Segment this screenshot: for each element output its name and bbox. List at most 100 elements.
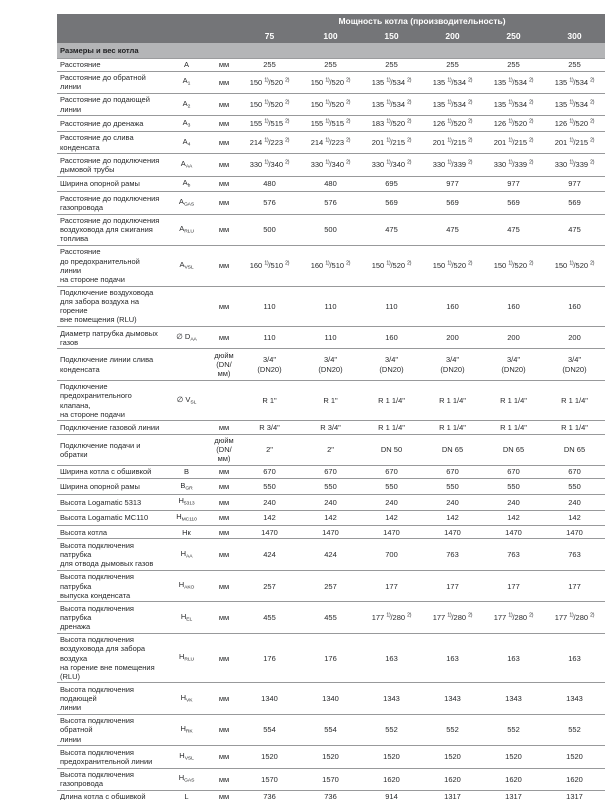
row-symbol: B	[164, 465, 209, 480]
value-cell: 214 1)/223 2)	[239, 131, 301, 155]
spec-table-wrap: Мощность котла (производительность) 75 10…	[57, 14, 606, 800]
row-unit: мм	[209, 465, 240, 480]
value-cell: 480	[239, 176, 301, 193]
row-label: Расстояние до слива конденсата	[57, 131, 164, 155]
value-cell: 126 1)/520 2)	[483, 115, 545, 132]
table-row: Подключение воздуховода для забора воздух…	[57, 286, 606, 328]
symbol-subscript: b	[187, 183, 191, 189]
value-cell: 3/4" (DN20)	[483, 348, 545, 381]
value-cell: 142	[300, 510, 362, 527]
value-cell: 177 1)/280 2)	[422, 601, 484, 634]
row-unit: мм	[209, 326, 240, 350]
symbol-subscript: 1	[187, 82, 191, 88]
value-cell: 214 1)/223 2)	[300, 131, 362, 155]
value-cell: DN 50	[361, 434, 423, 466]
row-symbol: ARLU	[164, 214, 209, 246]
value-cell: 163	[361, 633, 423, 684]
row-label: Подключение подачи и обратки	[57, 434, 164, 466]
value-cell: R 1 1/4"	[483, 420, 545, 435]
row-label: Расстояние до дренажа	[57, 115, 164, 132]
row-label: Расстояние до подключения газопровода	[57, 191, 164, 215]
value-cell: 183 1)/520 2)	[361, 115, 423, 132]
value-cell: 200	[544, 326, 606, 350]
value-cell: 163	[544, 633, 606, 684]
value-cell: 1520	[544, 745, 606, 769]
symbol-subscript: VSL	[184, 756, 194, 762]
boiler-spec-table: Мощность котла (производительность) 75 10…	[57, 14, 606, 800]
value-cell: 1570	[239, 768, 301, 791]
value-cell: 330 1)/340 2)	[239, 153, 301, 177]
value-cell: 554	[300, 714, 362, 747]
row-unit: мм	[209, 214, 240, 246]
row-unit: дюйм (DN/мм)	[209, 348, 240, 381]
symbol-subscript: 5313	[183, 502, 195, 508]
row-unit: мм	[209, 58, 240, 72]
value-cell: 160	[361, 326, 423, 350]
value-cell: 554	[239, 714, 301, 747]
value-cell: 736	[239, 790, 301, 800]
row-label: Подключение газовой линии	[57, 420, 164, 435]
row-unit: мм	[209, 71, 240, 94]
row-symbol: HVSL	[164, 745, 209, 769]
value-cell: 1470	[483, 525, 545, 540]
value-cell: 255	[300, 58, 362, 72]
value-cell: 110	[239, 286, 301, 328]
value-cell: 475	[544, 214, 606, 246]
symbol-subscript: GAS	[183, 202, 195, 208]
row-symbol: H5313	[164, 494, 209, 511]
row-label: Высота подключения газопровода	[57, 768, 164, 791]
value-cell: 550	[483, 478, 545, 495]
value-cell: 142	[544, 510, 606, 527]
symbol-subscript: 4	[187, 142, 191, 148]
value-cell: 176	[239, 633, 301, 684]
value-cell: 1343	[361, 682, 423, 715]
row-symbol	[164, 434, 209, 466]
value-cell: 1520	[300, 745, 362, 769]
value-cell: 763	[544, 538, 606, 571]
value-cell: R 3/4"	[300, 420, 362, 435]
row-symbol: BGR	[164, 478, 209, 495]
value-cell: 550	[544, 478, 606, 495]
table-row: Высота подключения патрубка дренажа HEL мм 4…	[57, 601, 606, 634]
value-cell: 150 1)/520 2)	[300, 93, 362, 117]
row-label: Высота Logamatic MC110	[57, 510, 164, 527]
value-cell: 2"	[239, 434, 301, 466]
value-cell: 569	[544, 191, 606, 215]
value-cell: 1470	[300, 525, 362, 540]
row-label: Высота подключения патрубка для отвода ды…	[57, 538, 164, 571]
row-symbol: ∅ VSL	[164, 380, 209, 422]
header-blank-cell	[57, 28, 240, 44]
section-row: Размеры и вес котла	[57, 43, 606, 59]
row-symbol: HVK	[164, 682, 209, 715]
value-cell: 255	[544, 58, 606, 72]
row-symbol: ∅ DAA	[164, 326, 209, 350]
row-symbol: HRLU	[164, 633, 209, 684]
value-cell: 977	[544, 176, 606, 193]
value-cell: 695	[361, 176, 423, 193]
value-cell: 1340	[300, 682, 362, 715]
value-cell: 255	[422, 58, 484, 72]
power-column-header: 200	[422, 28, 484, 44]
table-row: Подключение газовой линии мм R 3/4" R 3/4" R…	[57, 420, 606, 435]
row-unit: мм	[209, 714, 240, 747]
row-label: Подключение предохранительного клапана, на…	[57, 380, 164, 422]
value-cell: 475	[361, 214, 423, 246]
row-symbol: HAA	[164, 538, 209, 571]
row-symbol: A2	[164, 93, 209, 117]
row-symbol	[164, 348, 209, 381]
row-label: Расстояние	[57, 58, 164, 72]
value-cell: 257	[239, 570, 301, 603]
header-title-row: Мощность котла (производительность)	[57, 14, 606, 29]
value-cell: 150 1)/520 2)	[544, 245, 606, 287]
power-column-header: 100	[300, 28, 362, 44]
value-cell: R 3/4"	[239, 420, 301, 435]
value-cell: 255	[361, 58, 423, 72]
value-cell: 160	[483, 286, 545, 328]
value-cell: 569	[483, 191, 545, 215]
row-label: Ширина котла с обшивкой	[57, 465, 164, 480]
value-cell: 142	[483, 510, 545, 527]
table-row: Расстояние до подключения газопровода AGAS…	[57, 191, 606, 215]
value-cell: 3/4" (DN20)	[361, 348, 423, 381]
value-cell: 135 1)/534 2)	[483, 71, 545, 94]
